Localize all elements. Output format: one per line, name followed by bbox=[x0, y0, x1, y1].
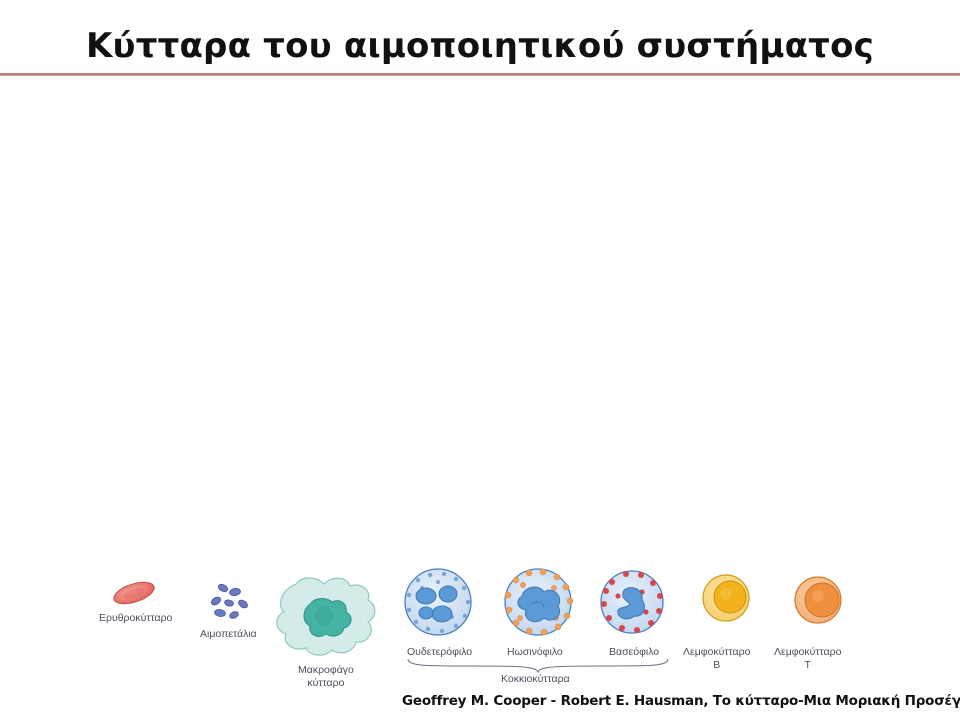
granulocytes-brace bbox=[407, 658, 669, 674]
lymphocyte-t-label-line2: T bbox=[804, 659, 811, 671]
granulocytes-label: Κοκκιοκύτταρα bbox=[501, 673, 570, 685]
macrophage-label: Μακροφάγο κύτταρο bbox=[298, 664, 354, 690]
eosinophil-label: Ηωσινόφιλο bbox=[507, 646, 563, 658]
lymphocyte-b-label-line2: B bbox=[713, 659, 721, 671]
lymphocyte-b-label: Λεμφοκύτταρο B bbox=[683, 646, 750, 672]
cells-illustration bbox=[113, 568, 842, 674]
macrophage-cell bbox=[276, 577, 376, 656]
lymphocyte-t-label: Λεμφοκύτταρο T bbox=[774, 646, 841, 672]
lymphocyte-t-cell bbox=[794, 576, 842, 624]
source-credit: Geoffrey M. Cooper - Robert E. Hausman, … bbox=[402, 693, 960, 709]
eosinophil-cell bbox=[504, 568, 574, 636]
neutrophil-cell bbox=[404, 568, 472, 636]
erythrocyte-label: Ερυθροκύτταρο bbox=[99, 612, 173, 624]
basophil-label: Βασεόφιλο bbox=[609, 646, 660, 658]
slide-title: Κύτταρα του αιμοποιητικού συστήματος bbox=[85, 26, 874, 66]
macrophage-label-line1: Μακροφάγο bbox=[298, 664, 354, 676]
lymphocyte-b-cell bbox=[702, 574, 750, 622]
platelets-label: Αιμοπετάλια bbox=[200, 628, 257, 640]
basophil-cell bbox=[600, 570, 664, 634]
neutrophil-label: Ουδετερόφιλο bbox=[407, 646, 473, 658]
hematopoietic-cells-figure: Ερυθροκύτταρο Αιμοπετάλια Μακροφάγο κύττ… bbox=[96, 560, 876, 710]
lymphocyte-b-label-line1: Λεμφοκύτταρο bbox=[683, 646, 751, 658]
title-divider bbox=[0, 73, 960, 76]
lymphocyte-t-label-line1: Λεμφοκύτταρο bbox=[774, 646, 842, 658]
erythrocyte-cell bbox=[113, 581, 155, 605]
macrophage-label-line2: κύτταρο bbox=[307, 677, 345, 689]
platelets-cluster bbox=[210, 584, 248, 619]
